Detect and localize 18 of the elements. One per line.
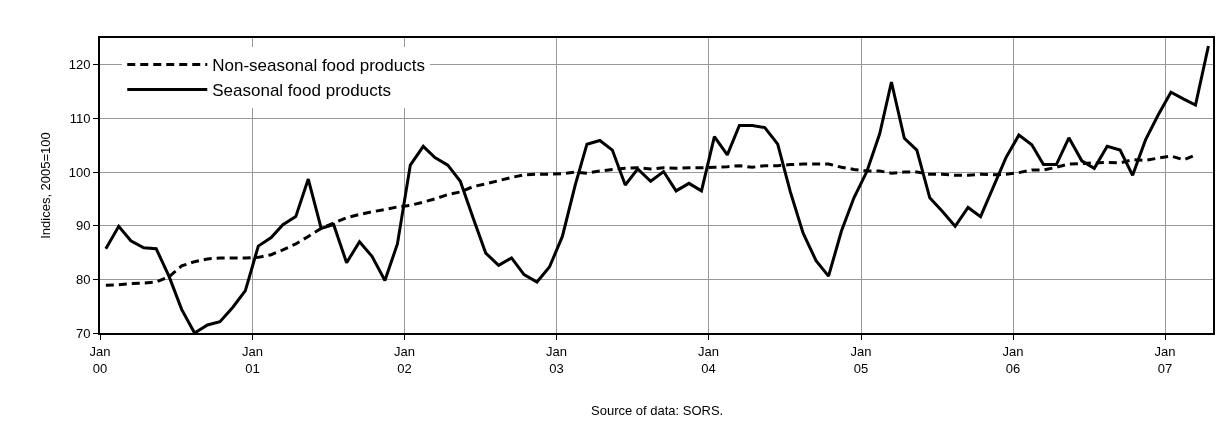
legend-label: Non-seasonal food products [212, 56, 425, 76]
x-tick-label: Jan 06 [1002, 343, 1024, 376]
x-tick-label: Jan 03 [546, 343, 568, 376]
y-tick-label: 70 [75, 325, 91, 341]
x-tick-label: Jan 04 [698, 343, 720, 376]
x-tick-label: Jan 05 [850, 343, 872, 376]
legend-label: Seasonal food products [212, 81, 391, 101]
x-tick-label: Jan 00 [89, 343, 111, 376]
y-tick-label: 120 [68, 57, 91, 73]
y-tick-label: 100 [68, 164, 91, 180]
x-tick-label: Jan 07 [1154, 343, 1176, 376]
y-tick-label: 90 [75, 218, 91, 234]
x-tick-label: Jan 02 [394, 343, 415, 376]
x-tick-label: Jan 01 [241, 343, 263, 376]
y-axis-title: Indices, 2005=100 [38, 132, 54, 239]
y-tick-label: 110 [69, 111, 91, 126]
y-tick-label: 80 [75, 271, 91, 287]
source-note: Source of data: SORS. [591, 403, 724, 418]
